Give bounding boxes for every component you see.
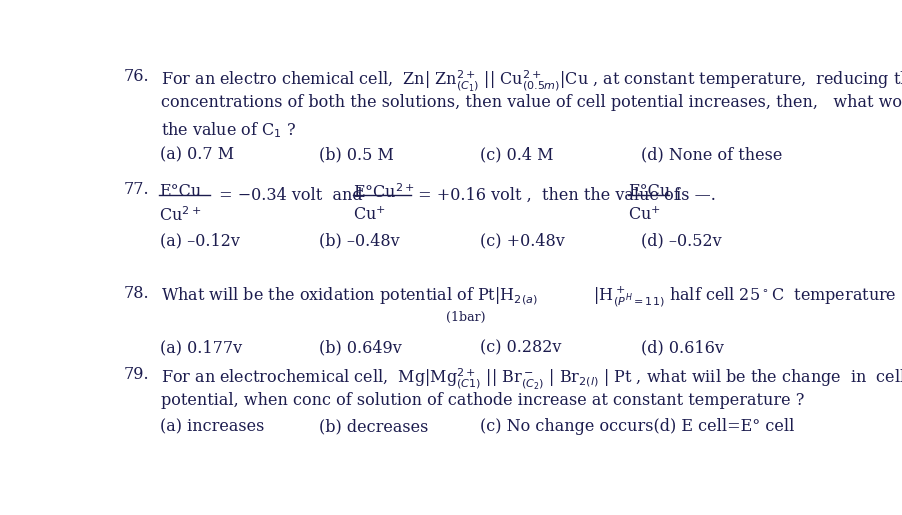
Text: = −0.34 volt  and: = −0.34 volt and [214,186,362,203]
Text: (d) –0.52v: (d) –0.52v [640,233,721,250]
Text: (d) 0.616v: (d) 0.616v [640,339,723,356]
Text: (d) None of these: (d) None of these [640,146,782,163]
Text: the value of C$_1$ ?: the value of C$_1$ ? [161,121,296,140]
Text: (c) No change occurs(d) E cell=E° cell: (c) No change occurs(d) E cell=E° cell [480,418,794,435]
Text: 77.: 77. [124,181,149,198]
Text: (a) increases: (a) increases [161,418,264,435]
Text: Cu$^{+}$: Cu$^{+}$ [628,207,660,224]
Text: (a) 0.7 M: (a) 0.7 M [161,146,235,163]
Text: E°Cu: E°Cu [628,183,670,200]
Text: concentrations of both the solutions, then value of cell potential increases, th: concentrations of both the solutions, th… [161,94,902,111]
Text: potential, when conc of solution of cathode increase at constant temperature ?: potential, when conc of solution of cath… [161,392,804,409]
Text: 79.: 79. [124,366,149,383]
Text: (c) 0.4 M: (c) 0.4 M [480,146,553,163]
Text: For an electrochemical cell,  Mg|Mg$^{2+}_{(C1)}$ || Br$^-_{(C_2)}$ | Br$_{2(l)}: For an electrochemical cell, Mg|Mg$^{2+}… [161,366,902,391]
Text: (1bar): (1bar) [446,311,485,323]
Text: E°Cu$^{2+}$: E°Cu$^{2+}$ [353,183,415,202]
Text: For an electro chemical cell,  Zn| Zn$^{2+}_{(C_1)}$ || Cu$^{2+}_{(0.5m)}$|Cu , : For an electro chemical cell, Zn| Zn$^{2… [161,68,902,93]
Text: E°Cu: E°Cu [159,183,201,200]
Text: is —.: is —. [670,186,715,203]
Text: What will be the oxidation potential of Pt|H$_2$$_{(a)}$           |H$^+_{(P^H=1: What will be the oxidation potential of … [161,285,902,310]
Text: (c) 0.282v: (c) 0.282v [480,339,561,356]
Text: Cu$^{+}$: Cu$^{+}$ [353,207,385,224]
Text: (b) 0.649v: (b) 0.649v [319,339,401,356]
Text: = +0.16 volt ,  then the value of: = +0.16 volt , then the value of [412,186,679,203]
Text: (c) +0.48v: (c) +0.48v [480,233,565,250]
Text: (a) –0.12v: (a) –0.12v [161,233,240,250]
Text: 76.: 76. [124,68,149,85]
Text: (b) decreases: (b) decreases [319,418,428,435]
Text: (b) 0.5 M: (b) 0.5 M [319,146,394,163]
Text: (b) –0.48v: (b) –0.48v [319,233,400,250]
Text: 78.: 78. [124,285,149,302]
Text: (a) 0.177v: (a) 0.177v [161,339,243,356]
Text: Cu$^{2+}$: Cu$^{2+}$ [159,207,201,225]
